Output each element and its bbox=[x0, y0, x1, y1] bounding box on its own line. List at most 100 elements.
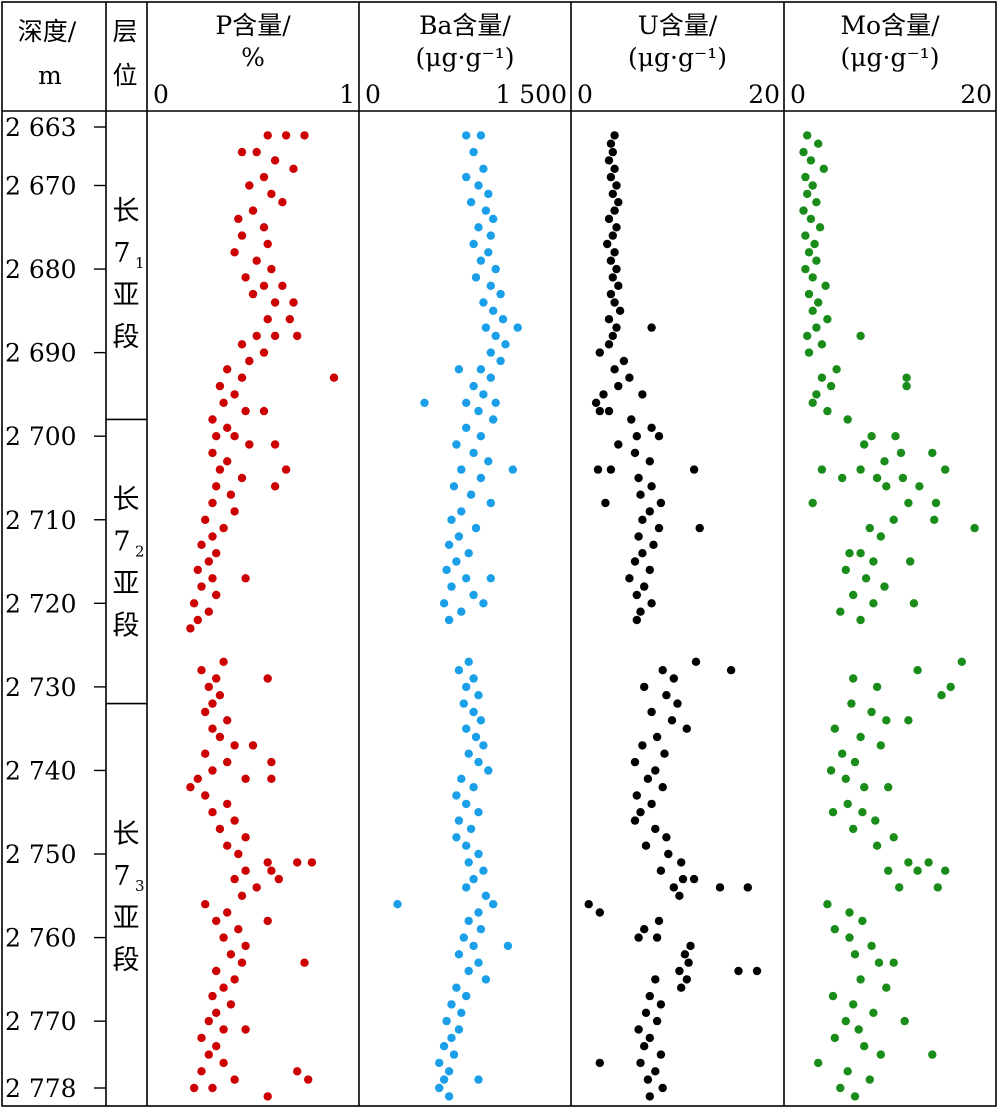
data-point-ba bbox=[469, 674, 478, 683]
panel-title-line2: % bbox=[241, 43, 265, 72]
data-point-mo bbox=[924, 858, 933, 867]
data-point-ba bbox=[476, 131, 486, 140]
data-point-p bbox=[197, 666, 206, 675]
data-point-u bbox=[682, 724, 691, 733]
data-point-p bbox=[278, 281, 287, 290]
data-point-mo bbox=[876, 741, 885, 750]
data-point-u bbox=[638, 741, 647, 750]
data-point-u bbox=[595, 908, 604, 917]
data-point-u bbox=[640, 925, 649, 934]
data-point-p bbox=[230, 741, 239, 750]
data-point-u bbox=[645, 565, 654, 575]
data-point-ba bbox=[481, 891, 491, 900]
data-point-ba bbox=[452, 833, 461, 842]
data-point-u bbox=[634, 532, 643, 541]
data-point-ba bbox=[457, 774, 466, 783]
data-point-mo bbox=[882, 716, 891, 725]
data-point-u bbox=[610, 206, 619, 215]
data-point-u bbox=[604, 156, 614, 165]
data-point-mo bbox=[812, 198, 821, 207]
data-point-p bbox=[263, 674, 272, 683]
data-point-u bbox=[743, 883, 752, 892]
data-point-mo bbox=[808, 181, 817, 190]
data-point-mo bbox=[946, 682, 955, 692]
data-point-ba bbox=[498, 315, 508, 324]
data-point-ba bbox=[469, 783, 478, 792]
data-point-p bbox=[241, 1025, 250, 1034]
data-point-u bbox=[606, 465, 616, 474]
data-point-mo bbox=[849, 590, 858, 600]
data-point-p bbox=[270, 298, 280, 307]
data-point-mo bbox=[843, 415, 852, 424]
data-point-p bbox=[223, 799, 232, 809]
data-point-mo bbox=[904, 498, 913, 508]
data-point-u bbox=[604, 340, 614, 349]
data-point-p bbox=[241, 866, 250, 875]
data-point-p bbox=[208, 766, 217, 775]
data-point-u bbox=[675, 891, 684, 900]
data-point-p bbox=[267, 264, 276, 274]
depth-tick-label: 2 670 bbox=[5, 171, 77, 200]
data-point-mo bbox=[856, 615, 865, 625]
data-point-u bbox=[734, 966, 743, 976]
data-point-mo bbox=[806, 156, 816, 165]
data-point-mo bbox=[904, 716, 913, 725]
data-point-u bbox=[604, 406, 614, 416]
layer-label-subscript: 3 bbox=[135, 877, 145, 895]
data-point-p bbox=[263, 131, 272, 140]
data-point-p bbox=[186, 624, 195, 633]
depth-header-line1: 深度/ bbox=[18, 17, 77, 46]
data-point-ba bbox=[486, 574, 495, 583]
data-point-u bbox=[625, 373, 634, 382]
data-point-ba bbox=[491, 331, 500, 341]
data-point-p bbox=[237, 231, 247, 240]
data-point-u bbox=[689, 874, 699, 884]
data-point-p bbox=[304, 1075, 313, 1084]
data-point-p bbox=[270, 331, 280, 341]
data-point-p bbox=[237, 891, 247, 900]
data-point-mo bbox=[804, 289, 814, 299]
data-point-p bbox=[204, 557, 213, 566]
data-point-ba bbox=[479, 741, 488, 750]
data-point-ba bbox=[474, 958, 483, 967]
data-point-ba bbox=[469, 147, 478, 157]
data-point-ba bbox=[466, 824, 476, 834]
data-point-p bbox=[230, 1075, 239, 1084]
data-point-p bbox=[245, 356, 254, 366]
data-point-u bbox=[608, 273, 617, 282]
data-point-u bbox=[606, 289, 616, 299]
depth-tick-label: 2 720 bbox=[5, 589, 77, 618]
data-point-u bbox=[677, 858, 686, 867]
data-point-ba bbox=[476, 256, 486, 265]
data-point-mo bbox=[869, 557, 878, 566]
data-point-p bbox=[201, 900, 210, 909]
data-point-mo bbox=[854, 1025, 863, 1034]
data-point-ba bbox=[462, 398, 471, 407]
data-point-p bbox=[197, 540, 206, 549]
data-point-ba bbox=[452, 557, 461, 566]
data-point-mo bbox=[860, 440, 869, 449]
data-point-p bbox=[285, 315, 294, 324]
data-point-mo bbox=[861, 574, 871, 583]
data-point-ba bbox=[444, 540, 454, 549]
data-point-p bbox=[226, 950, 236, 959]
data-point-p bbox=[219, 983, 228, 992]
data-point-mo bbox=[865, 523, 874, 533]
data-point-p bbox=[329, 373, 339, 382]
data-point-p bbox=[204, 1050, 213, 1059]
data-point-ba bbox=[476, 432, 486, 441]
data-point-ba bbox=[420, 398, 429, 407]
data-point-mo bbox=[850, 950, 860, 959]
data-point-mo bbox=[896, 448, 906, 458]
data-point-mo bbox=[872, 682, 882, 692]
layer-label-char: 长 bbox=[113, 485, 140, 516]
data-point-ba bbox=[476, 365, 486, 374]
data-point-u bbox=[610, 365, 619, 374]
data-point-mo bbox=[930, 515, 939, 524]
data-point-u bbox=[652, 933, 662, 942]
data-point-p bbox=[193, 774, 202, 783]
data-point-mo bbox=[817, 465, 827, 474]
data-point-u bbox=[636, 490, 645, 499]
